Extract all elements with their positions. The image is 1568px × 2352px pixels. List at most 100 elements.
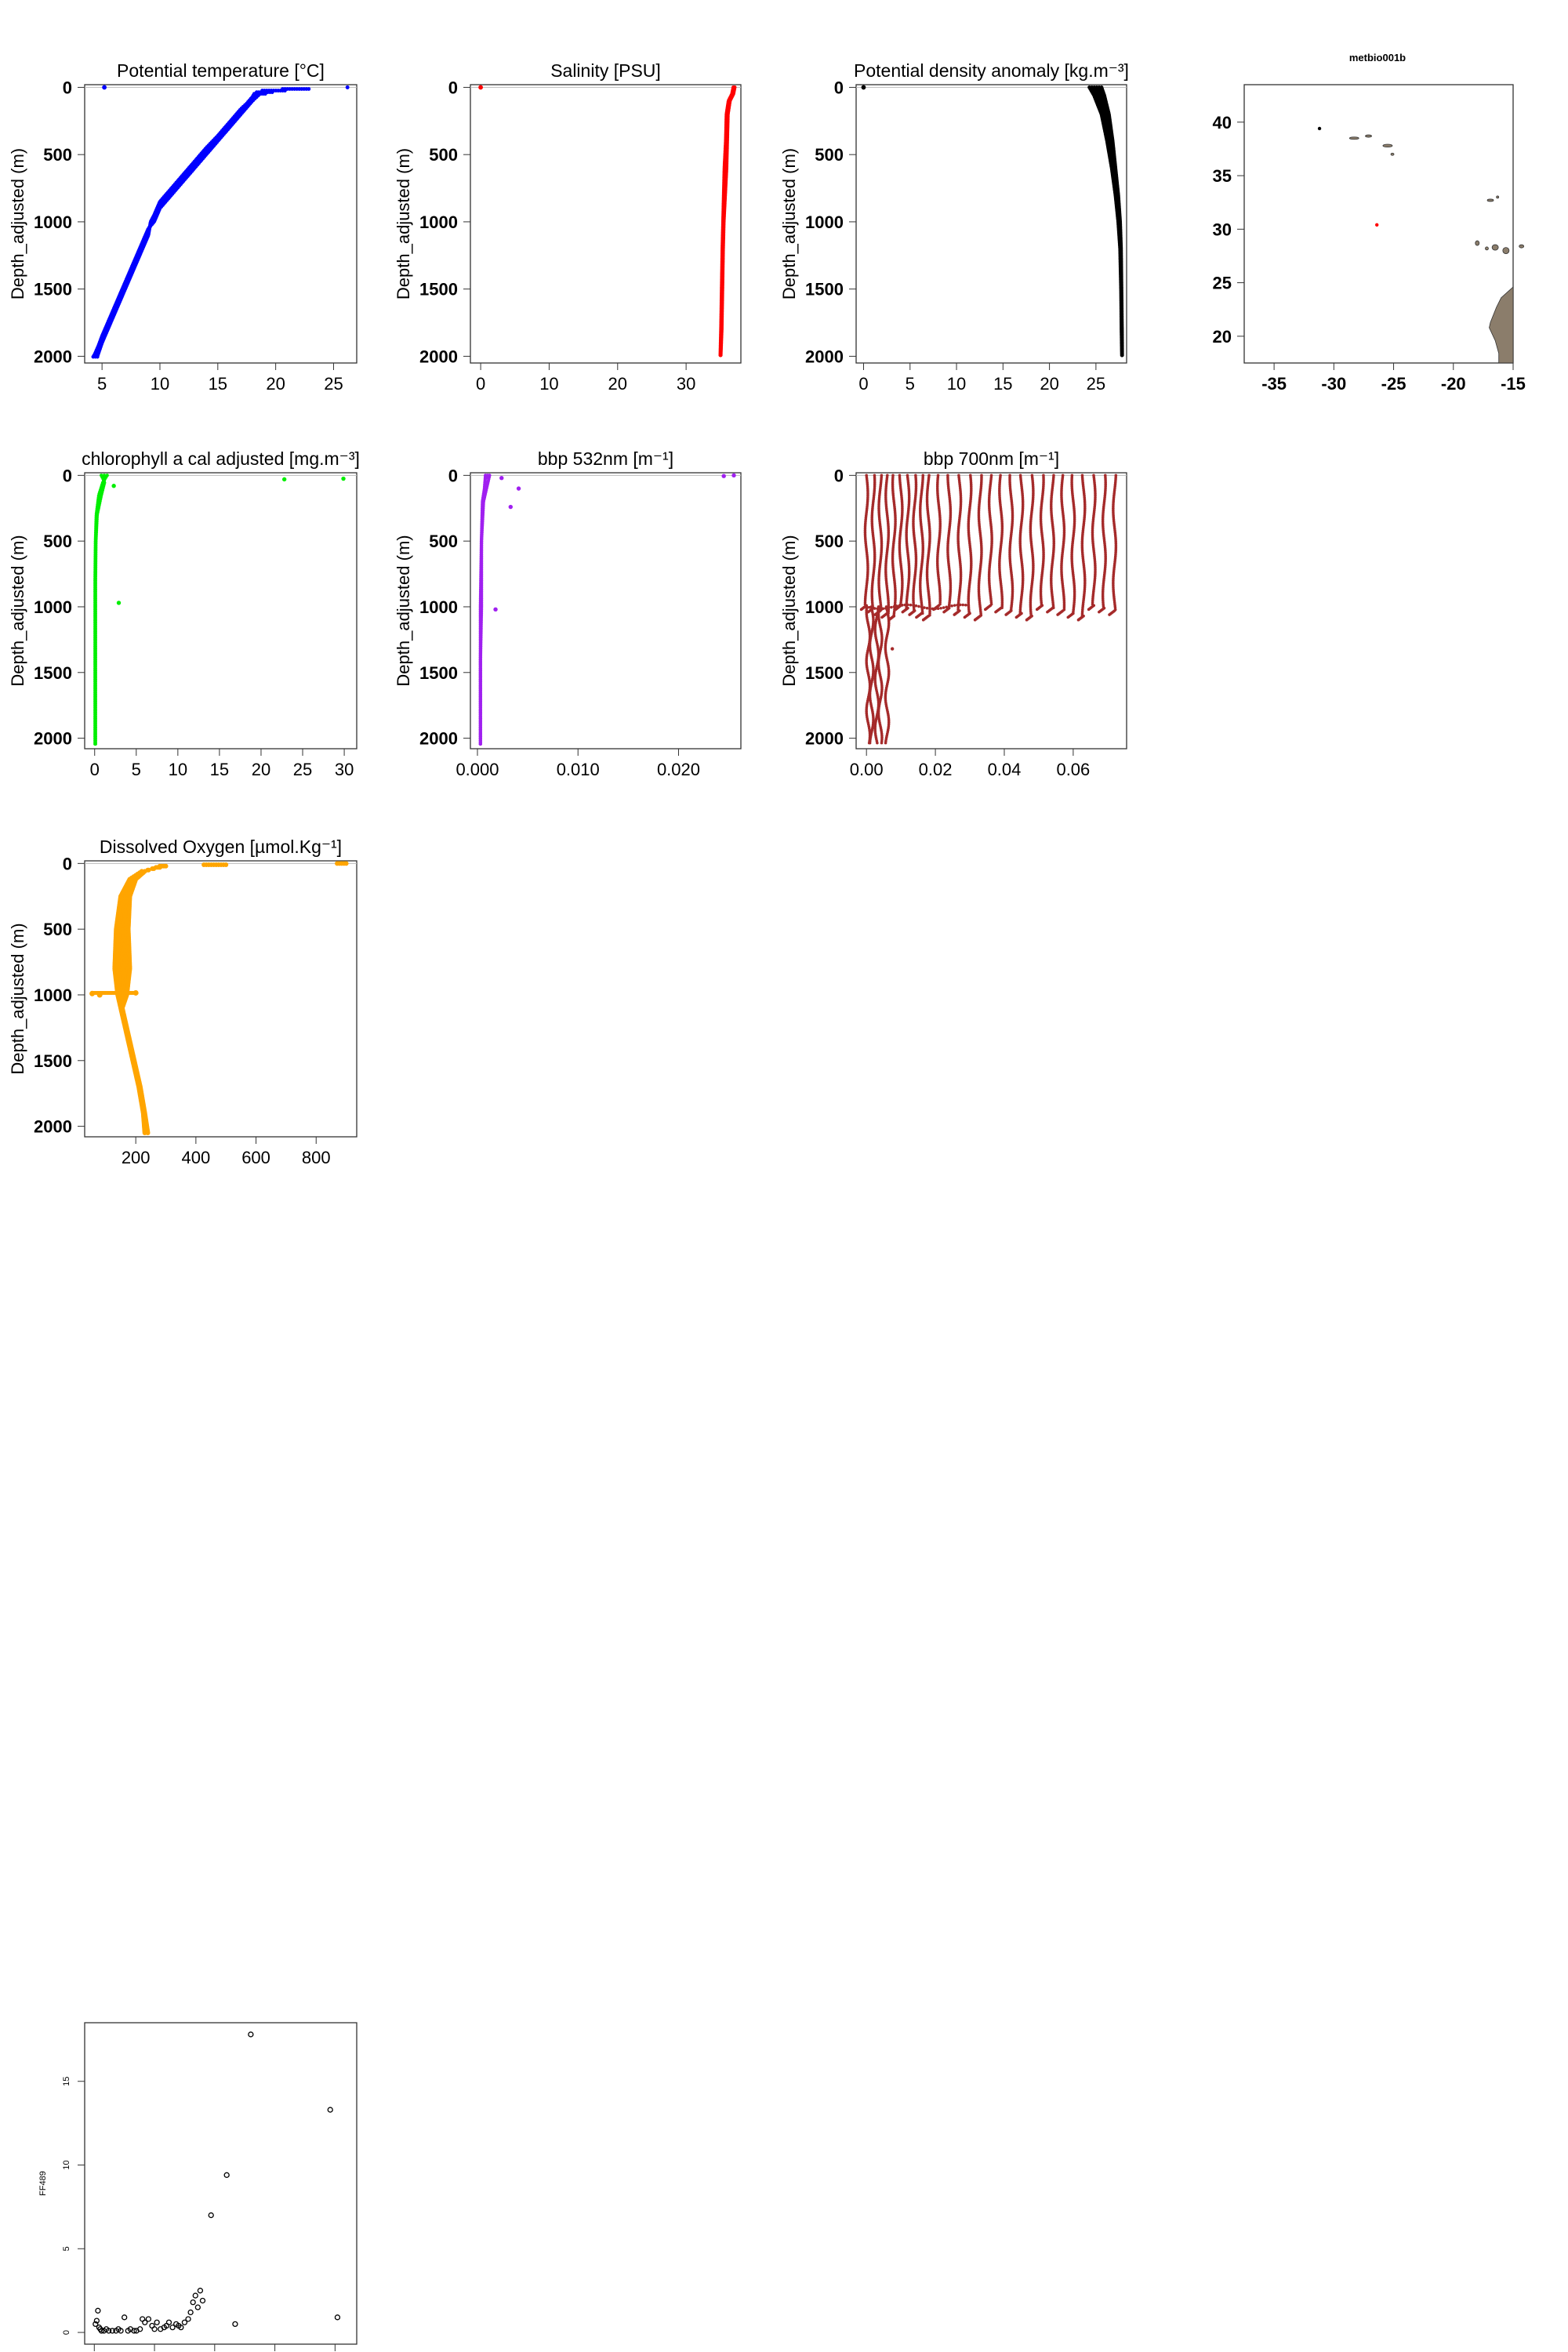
data-point (973, 618, 977, 622)
x-tick-label: 20 (608, 374, 627, 394)
y-tick-label: 500 (815, 532, 844, 551)
x-axis: 5 10 15 20 25 (97, 362, 343, 394)
x-tick-label: 20 (266, 374, 285, 394)
outlier-point (499, 476, 504, 481)
x-tick-label: 0.000 (456, 760, 499, 779)
outlier-point (116, 601, 122, 605)
data-points (859, 474, 1118, 745)
y-tick-label: 1500 (34, 280, 72, 299)
data-point (1087, 608, 1091, 612)
data-point (1056, 613, 1059, 616)
y-tick-label: 0 (63, 854, 72, 873)
data-point (151, 866, 157, 872)
y-tick-label: 1000 (805, 597, 844, 617)
y-axis-label: Depth_adjusted (m) (779, 148, 799, 299)
y-tick-label: 2000 (34, 729, 72, 749)
x-tick-label: 20 (252, 760, 270, 779)
plot-frame (470, 472, 742, 750)
y-tick-label: 0 (448, 78, 458, 97)
y-tick-label: 1500 (805, 663, 844, 683)
y-tick-label: 1000 (34, 985, 72, 1005)
outlier-point (478, 85, 484, 90)
y-tick-label: 1000 (419, 212, 458, 232)
x-tick-label: 10 (539, 374, 558, 394)
x-tick-label: 800 (302, 1148, 331, 1167)
data-points (91, 85, 350, 359)
y-tick-label: 0 (63, 466, 72, 485)
data-point (921, 618, 925, 622)
data-points (89, 861, 349, 1135)
x-tick-label: 30 (677, 374, 695, 394)
plot-frame (84, 84, 358, 364)
x-tick-label: 15 (210, 760, 229, 779)
outlier-point (508, 504, 514, 510)
y-tick-label: 1000 (34, 212, 72, 232)
data-points (478, 473, 736, 746)
data-point (1035, 608, 1039, 612)
data-point (145, 1130, 151, 1135)
y-axis-label: Depth_adjusted (m) (8, 923, 27, 1074)
data-point (859, 608, 863, 612)
x-tick-label: 600 (241, 1148, 270, 1167)
outlier-point (516, 486, 521, 491)
y-tick-label: 500 (429, 532, 458, 551)
x-tick-label: 400 (182, 1148, 211, 1167)
x-tick-label: 0.010 (557, 760, 600, 779)
y-tick-label: 1500 (419, 280, 458, 299)
y-tick-label: 1500 (805, 280, 844, 299)
y-tick-label: 2000 (34, 1117, 72, 1137)
data-point (163, 863, 169, 869)
data-point (1098, 610, 1101, 614)
data-point (953, 613, 956, 616)
data-point (908, 613, 911, 616)
chart-title: Salinity [PSU] (550, 60, 661, 81)
data-point (963, 615, 967, 619)
x-axis: 0 10 20 30 (476, 362, 695, 394)
y-tick-label: 0 (63, 78, 72, 97)
data-point (133, 990, 138, 995)
x-axis: 0 5 10 15 20 25 (858, 362, 1105, 394)
x-tick-label: 5 (906, 374, 915, 394)
x-tick-label: 0.020 (657, 760, 700, 779)
x-tick-label: 0.00 (850, 760, 884, 779)
data-points (478, 85, 737, 358)
x-tick-label: 25 (324, 374, 343, 394)
y-tick-label: 1000 (34, 597, 72, 617)
x-tick-label: 20 (1040, 374, 1058, 394)
x-axis: 0.000 0.010 0.020 (456, 748, 700, 779)
outlier-point (493, 607, 498, 612)
data-point (343, 861, 349, 866)
x-tick-label: 5 (132, 760, 141, 779)
data-point (718, 353, 723, 358)
y-tick-label: 0 (834, 466, 844, 485)
y-axis: 0 500 1000 1500 2000 (34, 854, 85, 1137)
outlier-point (341, 476, 346, 481)
data-point (345, 85, 350, 89)
data-point (146, 867, 151, 873)
data-point (307, 87, 311, 91)
data-point (1004, 613, 1007, 616)
y-tick-label: 2000 (34, 347, 72, 366)
y-tick-label: 1000 (419, 597, 458, 617)
y-tick-label: 1500 (34, 1051, 72, 1071)
data-point (1014, 615, 1018, 619)
y-axis-label: Depth_adjusted (m) (779, 535, 799, 686)
x-tick-label: 0 (858, 374, 868, 394)
outlier-point (281, 477, 287, 482)
y-tick-label: 1000 (805, 212, 844, 232)
data-point (1025, 618, 1029, 622)
data-point (994, 610, 997, 614)
y-tick-label: 500 (43, 920, 72, 939)
x-tick-label: 10 (947, 374, 966, 394)
y-tick-label: 0 (448, 466, 458, 485)
data-point (1046, 610, 1049, 614)
